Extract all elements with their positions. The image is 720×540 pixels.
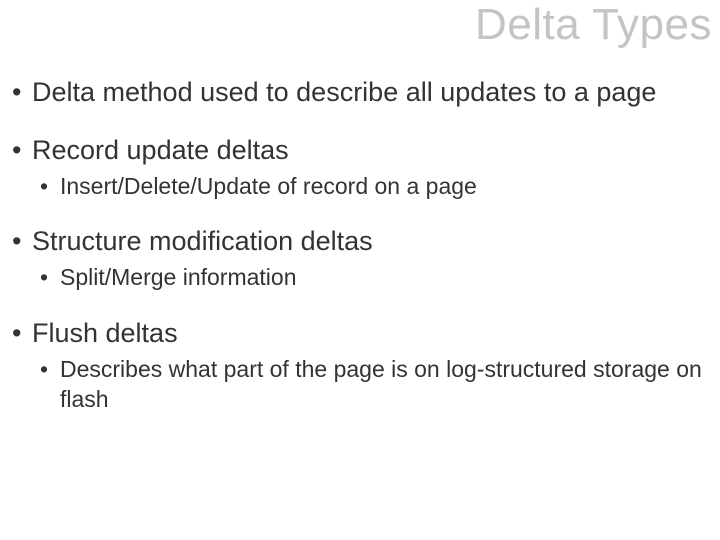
- slide-title: Delta Types: [475, 0, 712, 50]
- bullet-item: Structure modification deltas Split/Merg…: [8, 225, 704, 293]
- bullet-item: Flush deltas Describes what part of the …: [8, 317, 704, 415]
- slide: Delta Types Delta method used to describ…: [0, 0, 720, 540]
- bullet-item: Record update deltas Insert/Delete/Updat…: [8, 134, 704, 202]
- sub-bullet-text: Insert/Delete/Update of record on a page: [60, 173, 477, 199]
- sub-bullet-list: Insert/Delete/Update of record on a page: [32, 172, 704, 202]
- bullet-list: Delta method used to describe all update…: [8, 76, 704, 415]
- sub-bullet-item: Describes what part of the page is on lo…: [32, 355, 704, 415]
- slide-content: Delta method used to describe all update…: [8, 76, 704, 439]
- bullet-text: Flush deltas: [32, 318, 178, 348]
- bullet-text: Delta method used to describe all update…: [32, 77, 656, 107]
- sub-bullet-text: Split/Merge information: [60, 264, 297, 290]
- bullet-text: Record update deltas: [32, 135, 289, 165]
- bullet-item: Delta method used to describe all update…: [8, 76, 704, 110]
- sub-bullet-item: Split/Merge information: [32, 263, 704, 293]
- sub-bullet-list: Describes what part of the page is on lo…: [32, 355, 704, 415]
- bullet-text: Structure modification deltas: [32, 226, 373, 256]
- sub-bullet-text: Describes what part of the page is on lo…: [60, 356, 702, 412]
- sub-bullet-list: Split/Merge information: [32, 263, 704, 293]
- sub-bullet-item: Insert/Delete/Update of record on a page: [32, 172, 704, 202]
